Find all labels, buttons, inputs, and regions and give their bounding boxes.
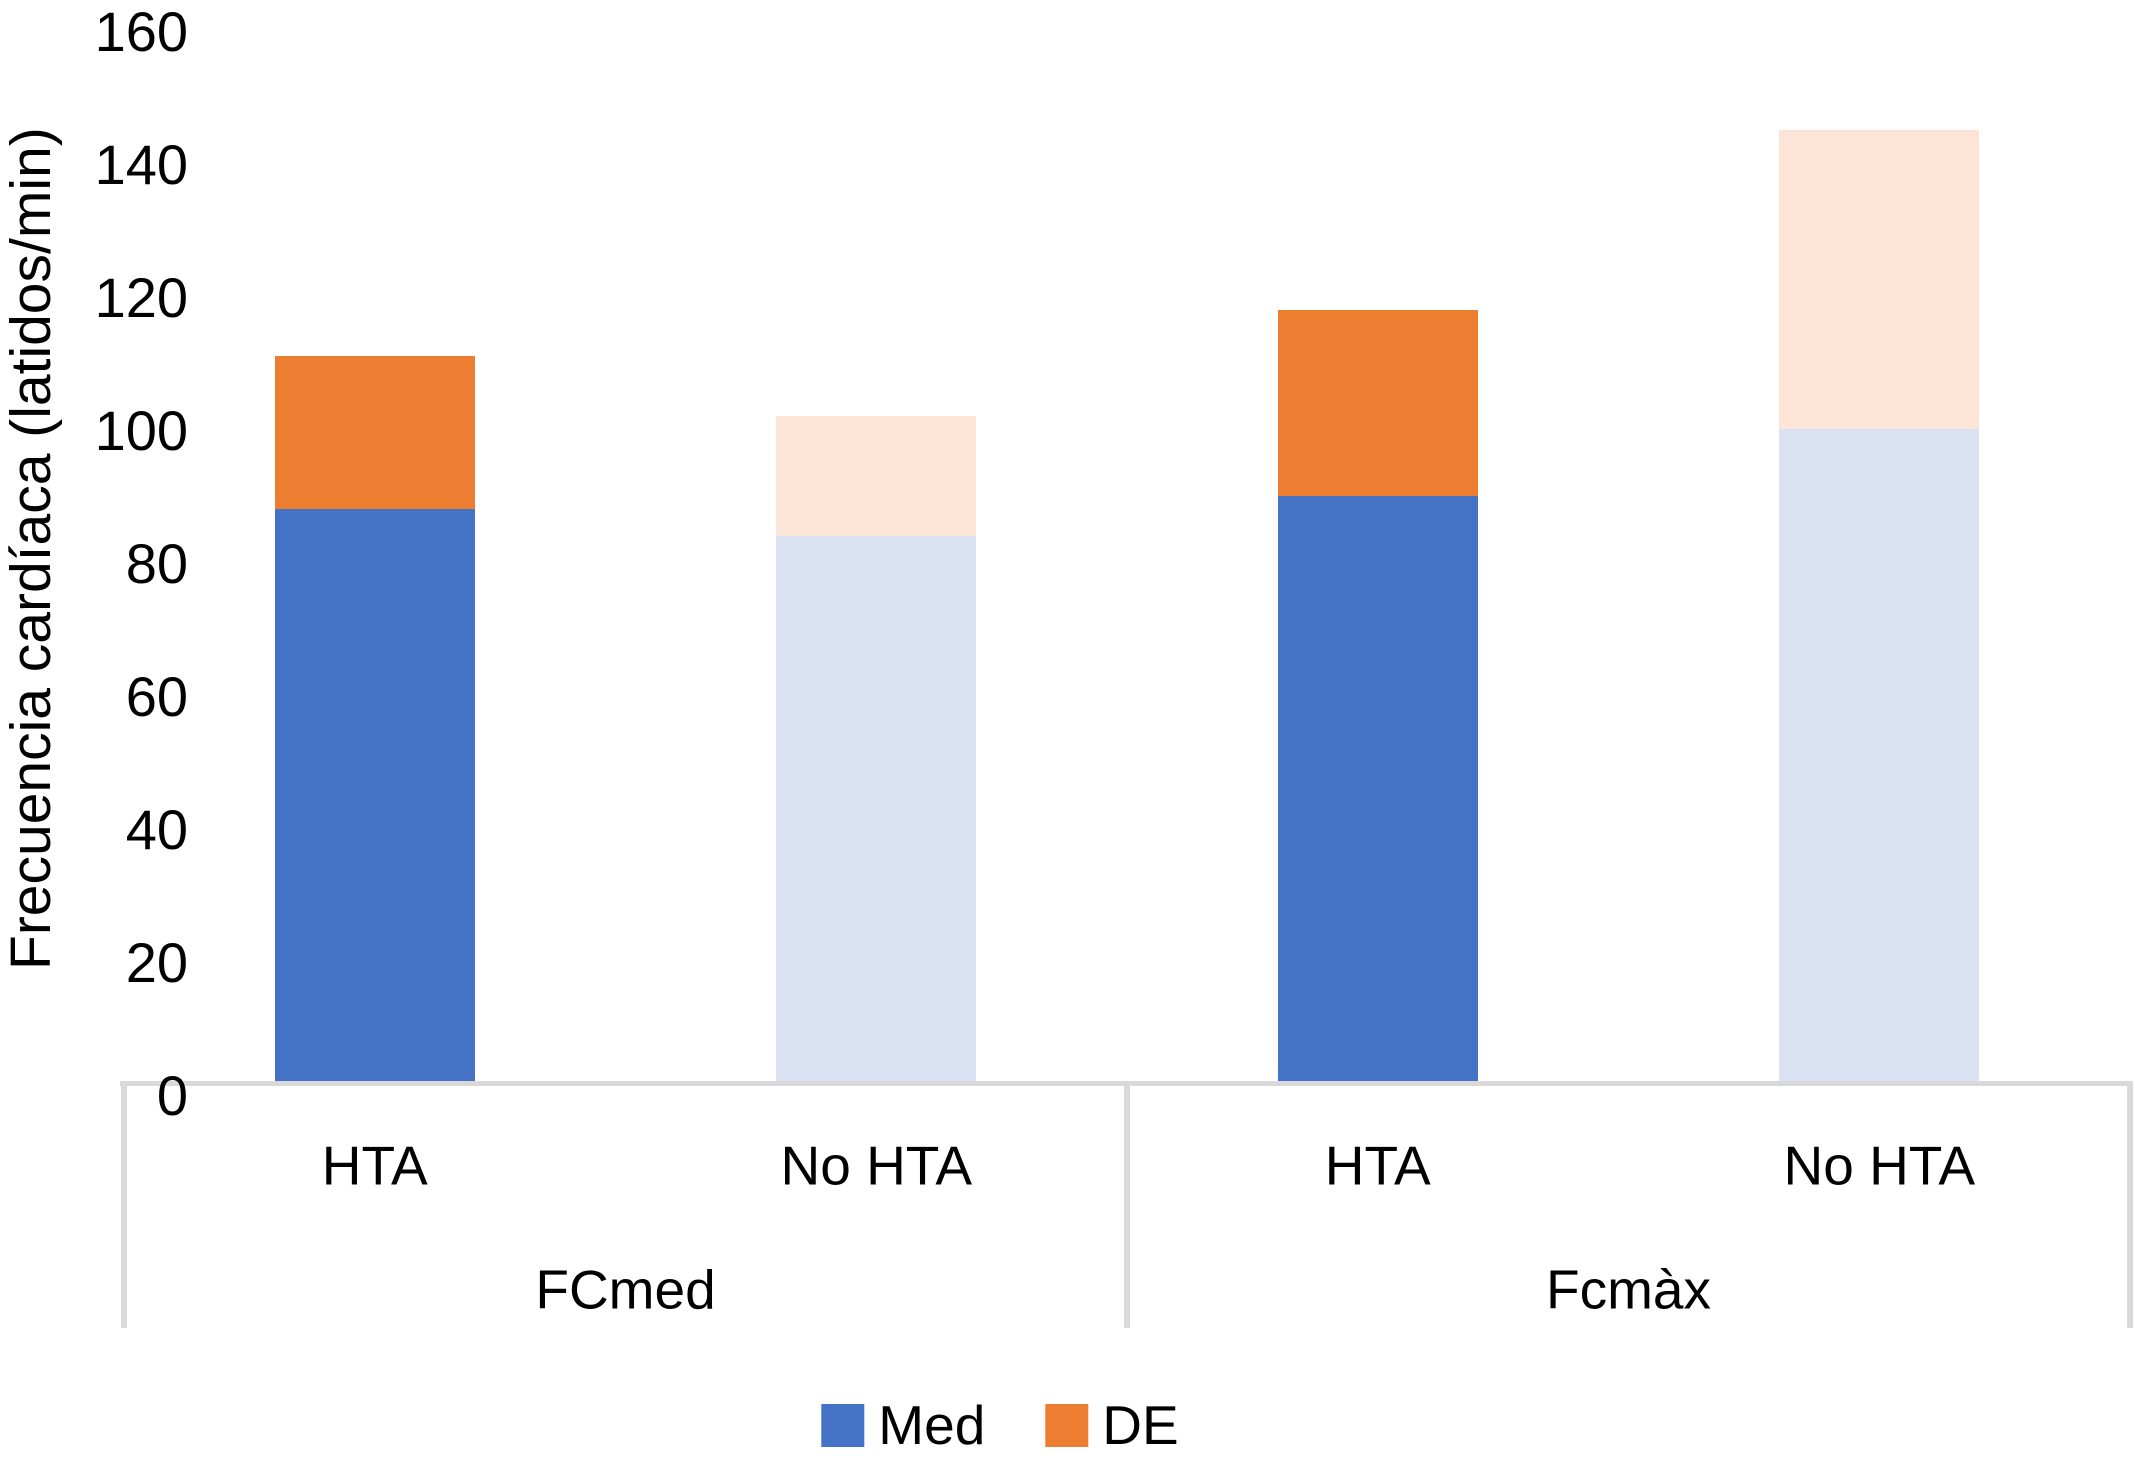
category-label: No HTA bbox=[780, 1134, 973, 1197]
y-tick-label: 120 bbox=[94, 266, 188, 329]
legend-label: DE bbox=[1102, 1394, 1179, 1456]
y-tick-label: 160 bbox=[94, 0, 188, 63]
bar-segment-de bbox=[1277, 309, 1478, 496]
y-tick-label: 80 bbox=[125, 532, 188, 595]
y-tick-label: 100 bbox=[94, 399, 188, 462]
category-label: No HTA bbox=[1783, 1134, 1976, 1197]
bar-segment-med bbox=[1277, 495, 1478, 1081]
legend: Med DE bbox=[821, 1394, 1179, 1456]
bar-segment-de bbox=[1779, 130, 1980, 430]
category-frame-left-line bbox=[121, 1081, 127, 1328]
legend-label: Med bbox=[878, 1394, 986, 1456]
legend-item: DE bbox=[1045, 1394, 1179, 1456]
y-tick-label: 60 bbox=[125, 665, 188, 728]
y-tick-label: 0 bbox=[156, 1064, 188, 1127]
bar-segment-med bbox=[776, 535, 977, 1081]
legend-color-swatch bbox=[821, 1404, 865, 1447]
y-tick-label: 20 bbox=[125, 931, 188, 994]
group-divider-line bbox=[1124, 1081, 1130, 1328]
bar-segment-de bbox=[776, 416, 977, 536]
category-frame-right-line bbox=[2127, 1081, 2133, 1328]
legend-item: Med bbox=[821, 1398, 985, 1453]
group-label: Fcmàx bbox=[1546, 1258, 1711, 1321]
legend-color-swatch bbox=[1045, 1404, 1089, 1447]
bar-segment-med bbox=[274, 509, 475, 1081]
category-label: HTA bbox=[1324, 1134, 1431, 1197]
category-label: HTA bbox=[321, 1134, 428, 1197]
bar-segment-med bbox=[1779, 429, 1980, 1081]
y-tick-label: 140 bbox=[94, 133, 188, 196]
y-tick-label: 40 bbox=[125, 798, 188, 861]
bar-segment-de bbox=[274, 356, 475, 510]
group-label: FCmed bbox=[535, 1258, 716, 1321]
